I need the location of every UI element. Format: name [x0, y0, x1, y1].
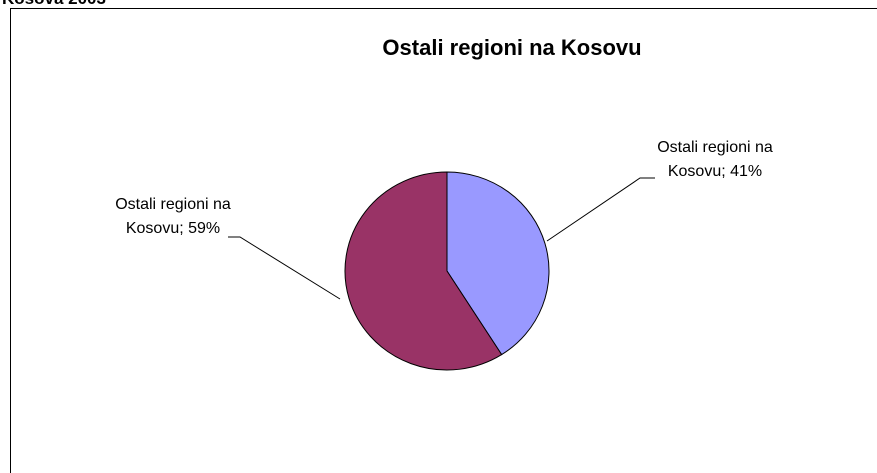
pie [344, 171, 550, 371]
caption: Kosova 2003 [2, 0, 106, 9]
leader-line [228, 236, 341, 300]
data-label: Ostali regioni na Kosovu; 41% [657, 139, 773, 180]
pie-slice [344, 171, 503, 371]
pie-slice [446, 171, 550, 356]
leader-line [546, 177, 655, 242]
chart-title: Ostali regioni na Kosovu [382, 35, 641, 60]
data-label: Ostali regioni na Kosovu; 59% [115, 196, 231, 237]
